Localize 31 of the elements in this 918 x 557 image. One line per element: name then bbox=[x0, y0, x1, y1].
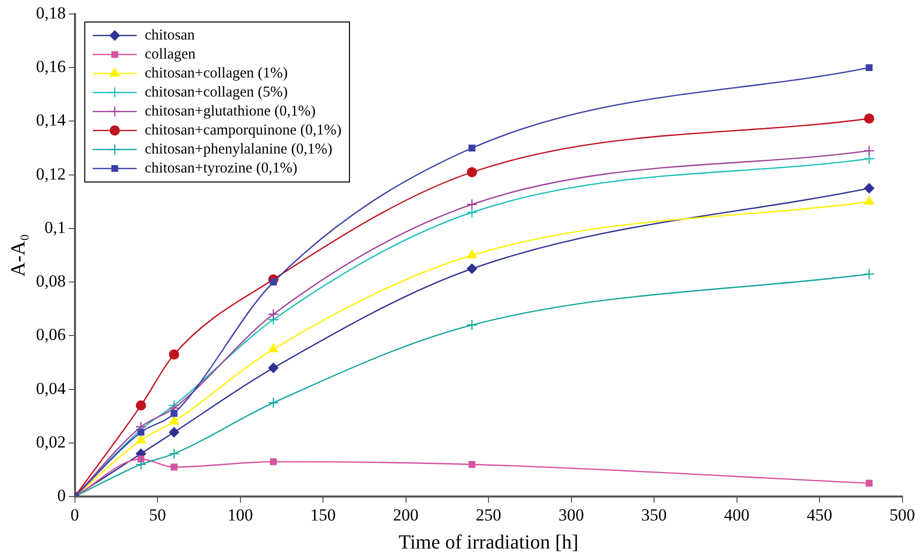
y-tick-label: 0,14 bbox=[36, 110, 66, 130]
x-tick-label: 350 bbox=[641, 505, 667, 524]
legend-label: collagen bbox=[144, 46, 196, 62]
y-tick-label: 0 bbox=[57, 486, 66, 506]
x-tick-label: 500 bbox=[890, 505, 915, 524]
y-tick-label: 0,06 bbox=[36, 325, 66, 344]
legend-label: chitosan+collagen (1%) bbox=[144, 65, 288, 82]
y-tick-label: 0,04 bbox=[36, 378, 66, 398]
x-tick-label: 0 bbox=[70, 505, 79, 524]
x-tick-label: 250 bbox=[476, 505, 502, 524]
x-axis-title: Time of irradiation [h] bbox=[398, 531, 578, 554]
legend-label: chitosan+glutathione (0,1%) bbox=[144, 103, 316, 120]
legend-label: chitosan+phenylalanine (0,1%) bbox=[144, 141, 332, 158]
legend-label: chitosan+camporquinone (0,1%) bbox=[144, 122, 342, 138]
y-tick-label: 0,18 bbox=[36, 3, 66, 22]
x-tick-label: 50 bbox=[149, 505, 166, 524]
y-tick-label: 0,08 bbox=[36, 272, 66, 291]
y-tick-label: 0,02 bbox=[36, 432, 66, 452]
legend-label: chitosan+tyrozine (0,1%) bbox=[144, 160, 298, 176]
x-tick-label: 150 bbox=[310, 505, 336, 524]
y-tick-label: 0,1 bbox=[44, 218, 66, 237]
x-tick-label: 200 bbox=[393, 505, 418, 524]
y-tick-label: 0,12 bbox=[36, 164, 66, 184]
y-axis-title: A-A₀ bbox=[7, 234, 30, 277]
x-tick-label: 450 bbox=[806, 505, 832, 524]
x-tick-label: 100 bbox=[228, 505, 253, 524]
y-tick-label: 0,16 bbox=[36, 57, 66, 76]
legend-label: chitosan+collagen (5%) bbox=[144, 84, 288, 100]
x-tick-label: 300 bbox=[558, 505, 584, 524]
legend-label: chitosan bbox=[144, 27, 196, 44]
x-tick-label: 400 bbox=[724, 505, 750, 524]
